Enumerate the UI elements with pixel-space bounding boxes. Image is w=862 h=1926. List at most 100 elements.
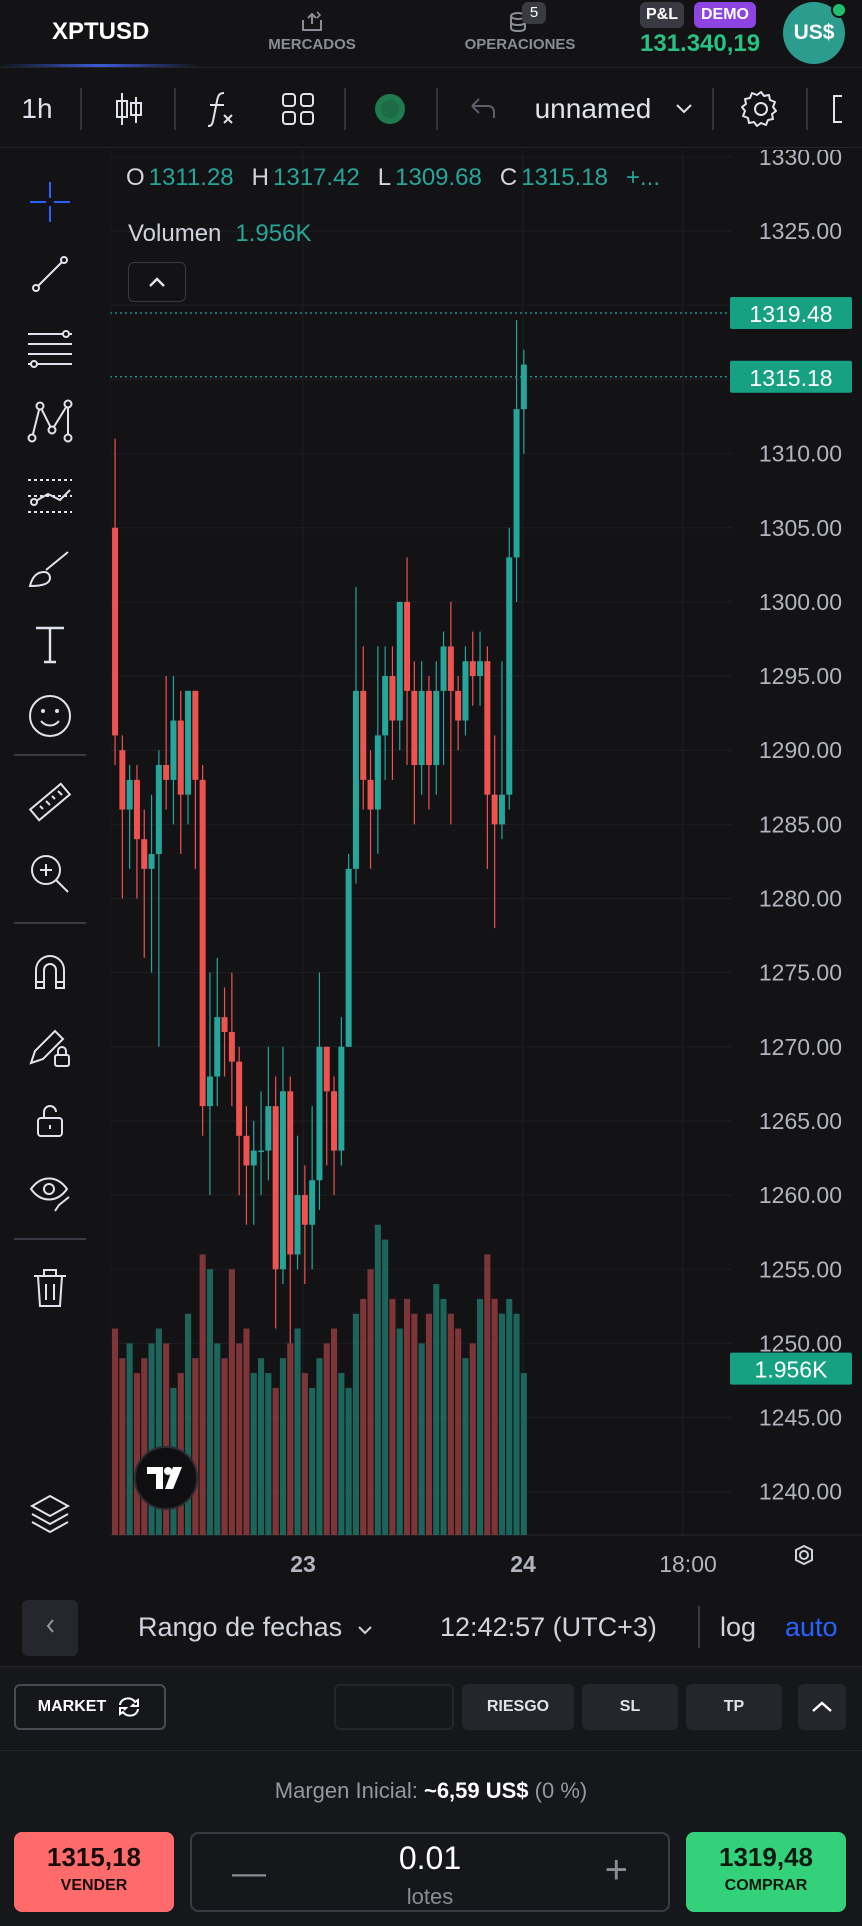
candle-body — [258, 1150, 265, 1153]
candle-body — [382, 676, 389, 736]
fib-lines-icon[interactable] — [22, 320, 78, 376]
layout-name[interactable]: unnamed — [534, 93, 652, 124]
candle-body — [513, 409, 520, 558]
buy-button[interactable]: 1319,48 COMPRAR — [686, 1832, 846, 1912]
candle-body — [469, 661, 476, 677]
tradingview-logo[interactable] — [134, 1446, 198, 1510]
layout-chevron-down-icon[interactable] — [666, 86, 702, 132]
sell-button[interactable]: 1315,18 VENDER — [14, 1832, 174, 1912]
replay-dot-icon[interactable] — [366, 86, 414, 132]
price-axis-label: 1260.00 — [759, 1182, 842, 1208]
unlock-icon[interactable] — [22, 1092, 78, 1148]
volume-bar — [309, 1387, 316, 1535]
quantity-stepper[interactable]: — 0.01 lotes + — [190, 1832, 670, 1912]
text-tool-icon[interactable] — [22, 616, 78, 672]
pl-badge[interactable]: P&L — [640, 2, 684, 28]
operations-tab[interactable]: OPERACIONES — [458, 10, 582, 53]
volume-bar — [338, 1373, 345, 1535]
candle-body — [396, 601, 403, 721]
crosshair-icon[interactable] — [22, 174, 78, 230]
collapse-sidebar-button[interactable] — [22, 1600, 78, 1656]
expand-panel-button[interactable] — [798, 1684, 846, 1730]
volume-bar — [236, 1343, 243, 1535]
candle-body — [170, 720, 177, 780]
operations-count-badge: 5 — [522, 2, 546, 24]
volume-bar — [462, 1358, 469, 1535]
time-axis-label: 24 — [510, 1551, 536, 1577]
volume-bar — [513, 1313, 520, 1535]
candle-body — [462, 661, 469, 721]
increase-quantity-button[interactable]: + — [604, 1848, 628, 1892]
candle-body — [163, 765, 170, 780]
interval-button[interactable]: 1h — [21, 93, 53, 124]
margin-label: Margen Inicial: — [274, 1778, 418, 1803]
candle-body — [309, 1180, 316, 1225]
candle-body — [228, 1031, 235, 1062]
change-more: +... — [626, 164, 661, 191]
pattern-icon[interactable] — [22, 394, 78, 450]
indicators-icon[interactable] — [196, 86, 246, 132]
settings-gear-icon[interactable] — [736, 86, 786, 132]
decrease-quantity-button[interactable]: — — [232, 1854, 266, 1892]
emoji-icon[interactable] — [22, 688, 78, 744]
volume-legend: Volumen 1.956K — [128, 220, 311, 248]
ruler-icon[interactable] — [22, 774, 78, 830]
volume-bar — [331, 1328, 338, 1535]
drawing-toolbar — [0, 150, 100, 1590]
toolbar-divider — [14, 1238, 86, 1240]
account-balance[interactable]: 131.340,19 — [640, 30, 761, 57]
price-axis-label: 1280.00 — [759, 886, 842, 912]
risk-button[interactable]: RIESGO — [462, 1684, 574, 1730]
online-status-dot — [831, 2, 847, 18]
visibility-eye-icon[interactable] — [22, 1164, 78, 1220]
volume-bar — [126, 1343, 133, 1535]
markets-tab[interactable]: MERCADOS — [262, 10, 362, 53]
trend-line-icon[interactable] — [22, 246, 78, 302]
candle-body — [177, 720, 184, 795]
layers-icon[interactable] — [22, 1486, 78, 1542]
candle-body — [316, 1046, 323, 1181]
volume-bar — [258, 1358, 265, 1535]
collapse-legend-button[interactable] — [128, 262, 186, 302]
candle-body — [148, 854, 155, 869]
price-axis-label: 1245.00 — [759, 1405, 842, 1431]
high-value: 1317.42 — [273, 164, 360, 191]
forecast-icon[interactable] — [22, 468, 78, 524]
log-scale-toggle[interactable]: log — [720, 1612, 757, 1642]
price-chart[interactable]: 1330.00 1325.00 1310.00 1305.00 1300.00 1295.… — [110, 150, 862, 1590]
clock-timezone[interactable]: 12:42:57 (UTC+3) — [440, 1612, 657, 1642]
stop-loss-button[interactable]: SL — [582, 1684, 678, 1730]
volume-bar — [301, 1373, 308, 1535]
chevron-up-icon — [149, 277, 165, 287]
order-empty-field[interactable] — [334, 1684, 454, 1730]
magnet-icon[interactable] — [22, 944, 78, 1000]
undo-icon[interactable] — [460, 86, 506, 132]
zoom-in-icon[interactable] — [22, 846, 78, 902]
quantity-value[interactable]: 0.01 — [398, 1840, 462, 1876]
candle-body — [199, 779, 206, 1107]
price-axis-label: 1240.00 — [759, 1479, 842, 1505]
order-type-button[interactable]: MARKET — [14, 1684, 166, 1730]
brush-icon[interactable] — [22, 542, 78, 598]
candles-icon[interactable] — [104, 86, 154, 132]
candle-body — [287, 1091, 294, 1255]
lock-drawings-icon[interactable] — [22, 1018, 78, 1074]
demo-badge[interactable]: DEMO — [694, 2, 756, 28]
layouts-icon[interactable] — [272, 86, 324, 132]
volume-bar — [411, 1313, 418, 1535]
volume-bar — [396, 1328, 403, 1535]
candle-body — [133, 779, 140, 840]
volume-bar — [506, 1298, 513, 1535]
fullscreen-icon[interactable] — [828, 86, 862, 132]
auto-scale-toggle[interactable]: auto — [785, 1612, 838, 1642]
volume-bar — [455, 1328, 462, 1535]
take-profit-button[interactable]: TP — [686, 1684, 782, 1730]
price-axis-label: 1295.00 — [759, 663, 842, 689]
date-range-button[interactable]: Rango de fechas — [138, 1612, 374, 1643]
price-axis-label: 1275.00 — [759, 960, 842, 986]
price-axis-label: 1305.00 — [759, 515, 842, 541]
volume-bar — [477, 1298, 484, 1535]
trash-icon[interactable] — [22, 1260, 78, 1316]
volume-bar — [491, 1298, 498, 1535]
symbol-tab[interactable]: XPTUSD — [52, 18, 150, 45]
